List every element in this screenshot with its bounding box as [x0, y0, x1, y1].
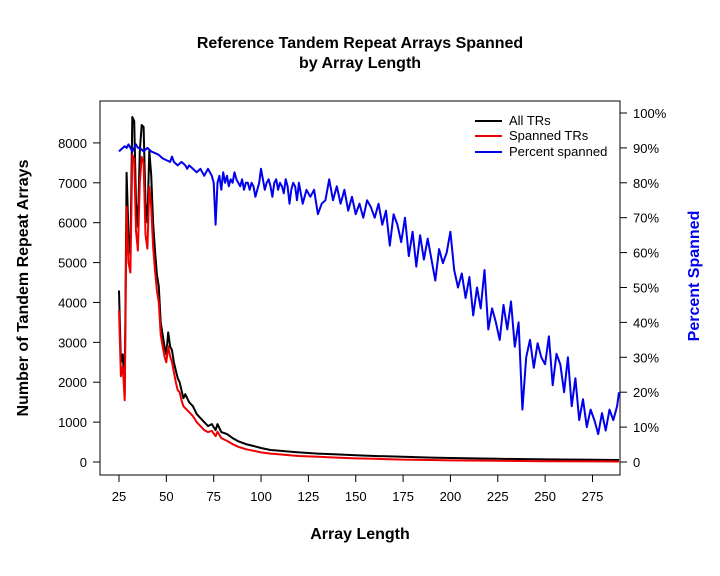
- x-tick-label-225: 225: [487, 489, 509, 504]
- y-tick-label-0: 0: [80, 455, 87, 470]
- x-tick-label-200: 200: [440, 489, 462, 504]
- x-tick-label-275: 275: [582, 489, 604, 504]
- series-all-trs: [118, 116, 620, 461]
- y2-axis-label: Percent Spanned: [686, 211, 703, 342]
- legend-label-percent-spanned: Percent spanned: [509, 144, 607, 159]
- chart-title-line-2: by Array Length: [299, 55, 421, 72]
- y2-tick-label-50: 50%: [633, 281, 659, 296]
- y2-tick-label-10: 10%: [633, 420, 659, 435]
- x-axis: 25 50 75 100 125 150 175 200 225 250 275: [112, 475, 604, 504]
- series-percent-spanned: [118, 143, 620, 436]
- x-tick-label-175: 175: [392, 489, 414, 504]
- legend: All TRs Spanned TRs Percent spanned: [475, 113, 607, 159]
- y2-tick-label-20: 20%: [633, 385, 659, 400]
- x-tick-label-75: 75: [206, 489, 220, 504]
- y2-tick-label-100: 100%: [633, 106, 667, 121]
- y2-tick-label-80: 80%: [633, 176, 659, 191]
- x-tick-label-25: 25: [112, 489, 126, 504]
- y2-tick-label-40: 40%: [633, 315, 659, 330]
- y2-tick-label-70: 70%: [633, 211, 659, 226]
- y2-tick-label-0: 0: [633, 455, 640, 470]
- y-tick-label-5000: 5000: [58, 256, 87, 271]
- y-axis-right: 0 10% 20% 30% 40% 50% 60% 70% 80% 90% 100%: [620, 106, 667, 470]
- y2-tick-label-30: 30%: [633, 350, 659, 365]
- series-layer: [118, 116, 620, 463]
- x-axis-label: Array Length: [310, 526, 410, 543]
- y-tick-label-7000: 7000: [58, 176, 87, 191]
- series-spanned-trs: [118, 153, 620, 463]
- y-tick-label-6000: 6000: [58, 216, 87, 231]
- y-tick-label-8000: 8000: [58, 136, 87, 151]
- y-tick-label-3000: 3000: [58, 335, 87, 350]
- y2-tick-label-60: 60%: [633, 246, 659, 261]
- chart-title-line-1: Reference Tandem Repeat Arrays Spanned: [197, 35, 523, 52]
- x-tick-label-150: 150: [345, 489, 367, 504]
- y-tick-label-4000: 4000: [58, 295, 87, 310]
- y-tick-label-2000: 2000: [58, 375, 87, 390]
- legend-label-all-trs: All TRs: [509, 113, 551, 128]
- x-tick-label-50: 50: [159, 489, 173, 504]
- y-tick-label-1000: 1000: [58, 415, 87, 430]
- y-axis-left: 0 1000 2000 3000 4000 5000 6000 7000 8000: [58, 136, 100, 470]
- x-tick-label-100: 100: [250, 489, 272, 504]
- y2-tick-label-90: 90%: [633, 141, 659, 156]
- x-tick-label-125: 125: [298, 489, 320, 504]
- x-tick-label-250: 250: [534, 489, 556, 504]
- y-axis-label: Number of Tandem Repeat Arrays: [15, 159, 32, 416]
- legend-label-spanned-trs: Spanned TRs: [509, 128, 589, 143]
